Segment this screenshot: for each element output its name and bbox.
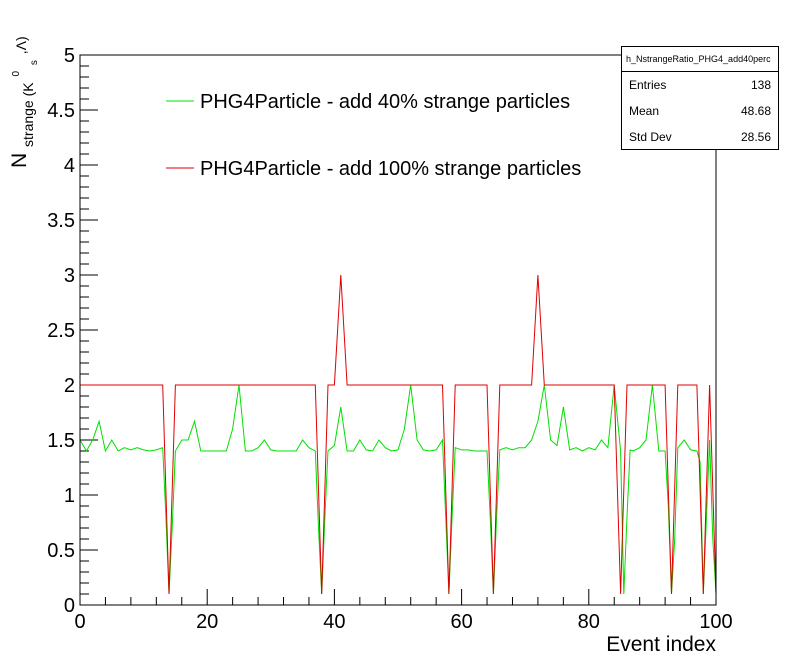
x-tick-label: 40 xyxy=(323,611,345,633)
stats-box: h_NstrangeRatio_PHG4_add40perc Entries 1… xyxy=(621,46,779,150)
stats-label: Entries xyxy=(629,78,667,92)
x-tick-label: 100 xyxy=(699,611,732,633)
stats-value: 48.68 xyxy=(740,104,771,118)
y-axis-title: N strange (K 0 s ,Λ) xyxy=(1,36,42,168)
series-line-green xyxy=(79,384,717,595)
series-line-red xyxy=(80,274,717,595)
stats-row-mean: Mean 48.68 xyxy=(622,98,778,124)
axis-minor-ticks xyxy=(80,65,692,605)
stats-title: h_NstrangeRatio_PHG4_add40perc xyxy=(622,47,778,72)
y-tick-label: 1 xyxy=(64,485,75,507)
x-tick-labels: 0 20 40 60 80 100 xyxy=(74,611,732,633)
y-tick-label: 3.5 xyxy=(47,210,75,232)
y-axis-title-tail: ,Λ) xyxy=(13,36,29,54)
stats-value: 138 xyxy=(750,78,771,92)
legend-label-green: PHG4Particle - add 40% strange particles xyxy=(200,91,570,113)
y-axis-title-sub: strange (K xyxy=(20,82,36,147)
stats-row-entries: Entries 138 xyxy=(622,72,778,98)
stats-label: Mean xyxy=(629,104,660,118)
legend-label-red: PHG4Particle - add 100% strange particle… xyxy=(200,158,581,180)
y-axis-title-main: N xyxy=(8,153,31,168)
y-tick-label: 2 xyxy=(64,375,75,397)
svg-text:N strange (K 0: N strange (K 0 s ,Λ) xyxy=(1,36,42,168)
y-tick-label: 2.5 xyxy=(47,320,75,342)
x-tick-label: 60 xyxy=(450,611,472,633)
y-tick-label: 1.5 xyxy=(47,430,75,452)
stats-row-stddev: Std Dev 28.56 xyxy=(622,124,778,150)
y-tick-labels: 0 0.5 1 1.5 2 2.5 3 3.5 4 4.5 5 xyxy=(47,45,75,617)
y-axis-title-subs: s xyxy=(29,60,40,65)
y-tick-label: 3 xyxy=(64,265,75,287)
x-tick-label: 20 xyxy=(196,611,218,633)
y-tick-label: 4 xyxy=(64,155,75,177)
stats-value: 28.56 xyxy=(740,130,771,144)
x-axis-title: Event index xyxy=(606,633,716,656)
y-tick-label: 0 xyxy=(64,595,75,617)
series-layer xyxy=(79,274,717,595)
x-tick-label: 80 xyxy=(578,611,600,633)
y-axis-title-sup: 0 xyxy=(11,71,22,77)
y-tick-label: 0.5 xyxy=(47,540,75,562)
y-tick-label: 5 xyxy=(64,45,75,67)
y-tick-label: 4.5 xyxy=(47,100,75,122)
x-tick-label: 0 xyxy=(74,611,85,633)
stats-label: Std Dev xyxy=(629,130,672,144)
plot-frame xyxy=(79,54,717,606)
